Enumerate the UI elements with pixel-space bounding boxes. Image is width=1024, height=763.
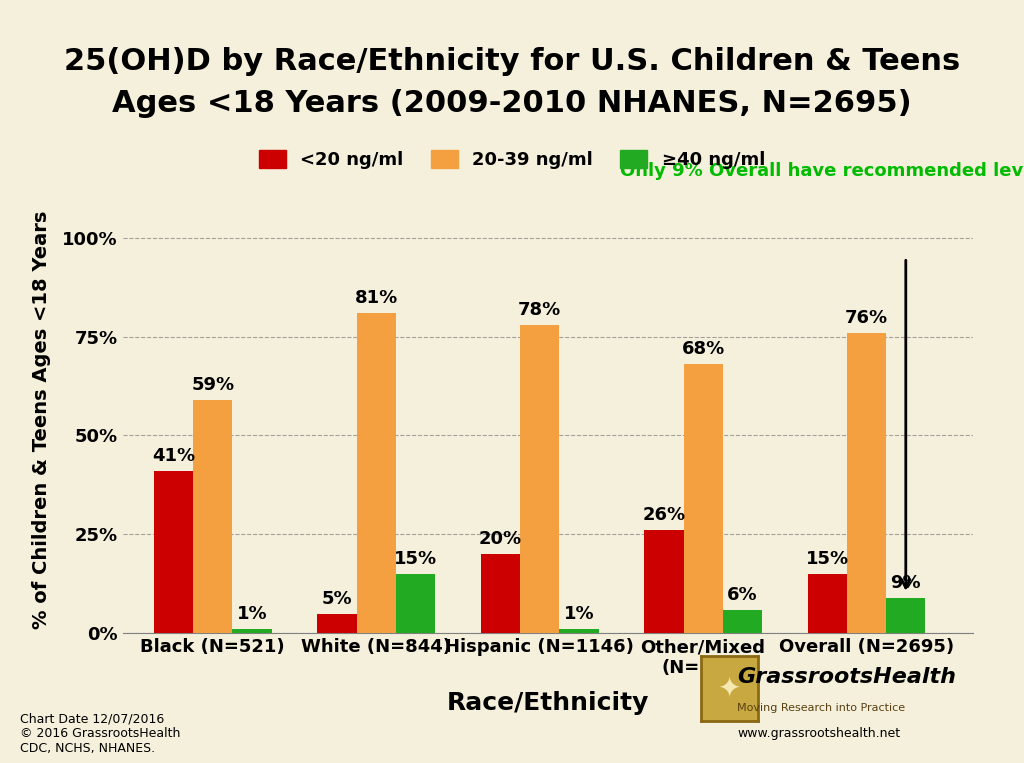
Text: Moving Research into Practice: Moving Research into Practice	[737, 703, 905, 713]
Text: 81%: 81%	[354, 289, 398, 307]
Text: 25(OH)D by Race/Ethnicity for U.S. Children & Teens: 25(OH)D by Race/Ethnicity for U.S. Child…	[63, 47, 961, 76]
Text: 68%: 68%	[682, 340, 725, 359]
Text: ✦: ✦	[718, 674, 741, 703]
Text: 41%: 41%	[152, 447, 196, 465]
Text: GrassrootsHealth: GrassrootsHealth	[737, 667, 956, 687]
Bar	[481, 554, 520, 633]
Text: 1%: 1%	[237, 605, 267, 623]
Bar	[520, 325, 559, 633]
Bar	[886, 597, 926, 633]
Bar	[683, 364, 723, 633]
Text: 76%: 76%	[845, 309, 888, 327]
Bar	[559, 629, 598, 633]
Text: 9%: 9%	[891, 574, 922, 592]
X-axis label: Race/Ethnicity: Race/Ethnicity	[446, 691, 649, 715]
Text: Chart Date 12/07/2016
© 2016 GrassrootsHealth
CDC, NCHS, NHANES.: Chart Date 12/07/2016 © 2016 GrassrootsH…	[20, 713, 181, 755]
Bar	[723, 610, 762, 633]
Bar	[154, 471, 194, 633]
Bar	[808, 574, 847, 633]
Text: 6%: 6%	[727, 586, 758, 604]
Bar	[194, 400, 232, 633]
Text: 78%: 78%	[518, 301, 561, 319]
Text: 15%: 15%	[806, 550, 849, 568]
Bar	[232, 629, 271, 633]
Bar	[317, 613, 356, 633]
Text: 5%: 5%	[322, 590, 352, 607]
Text: www.grassrootshealth.net: www.grassrootshealth.net	[737, 727, 900, 740]
Bar	[847, 333, 886, 633]
Legend: <20 ng/ml, 20-39 ng/ml, ≥40 ng/ml: <20 ng/ml, 20-39 ng/ml, ≥40 ng/ml	[252, 143, 772, 176]
Text: 15%: 15%	[394, 550, 437, 568]
Bar	[644, 530, 683, 633]
Text: 59%: 59%	[191, 376, 234, 394]
Bar	[356, 313, 396, 633]
Text: Ages <18 Years (2009-2010 NHANES, N=2695): Ages <18 Years (2009-2010 NHANES, N=2695…	[113, 89, 911, 118]
Text: Only 9% Overall have recommended levels: Only 9% Overall have recommended levels	[621, 163, 1024, 180]
Text: 26%: 26%	[642, 507, 685, 524]
Bar	[396, 574, 435, 633]
Text: 20%: 20%	[479, 530, 522, 549]
Text: 1%: 1%	[563, 605, 594, 623]
Y-axis label: % of Children & Teens Ages <18 Years: % of Children & Teens Ages <18 Years	[33, 211, 51, 629]
